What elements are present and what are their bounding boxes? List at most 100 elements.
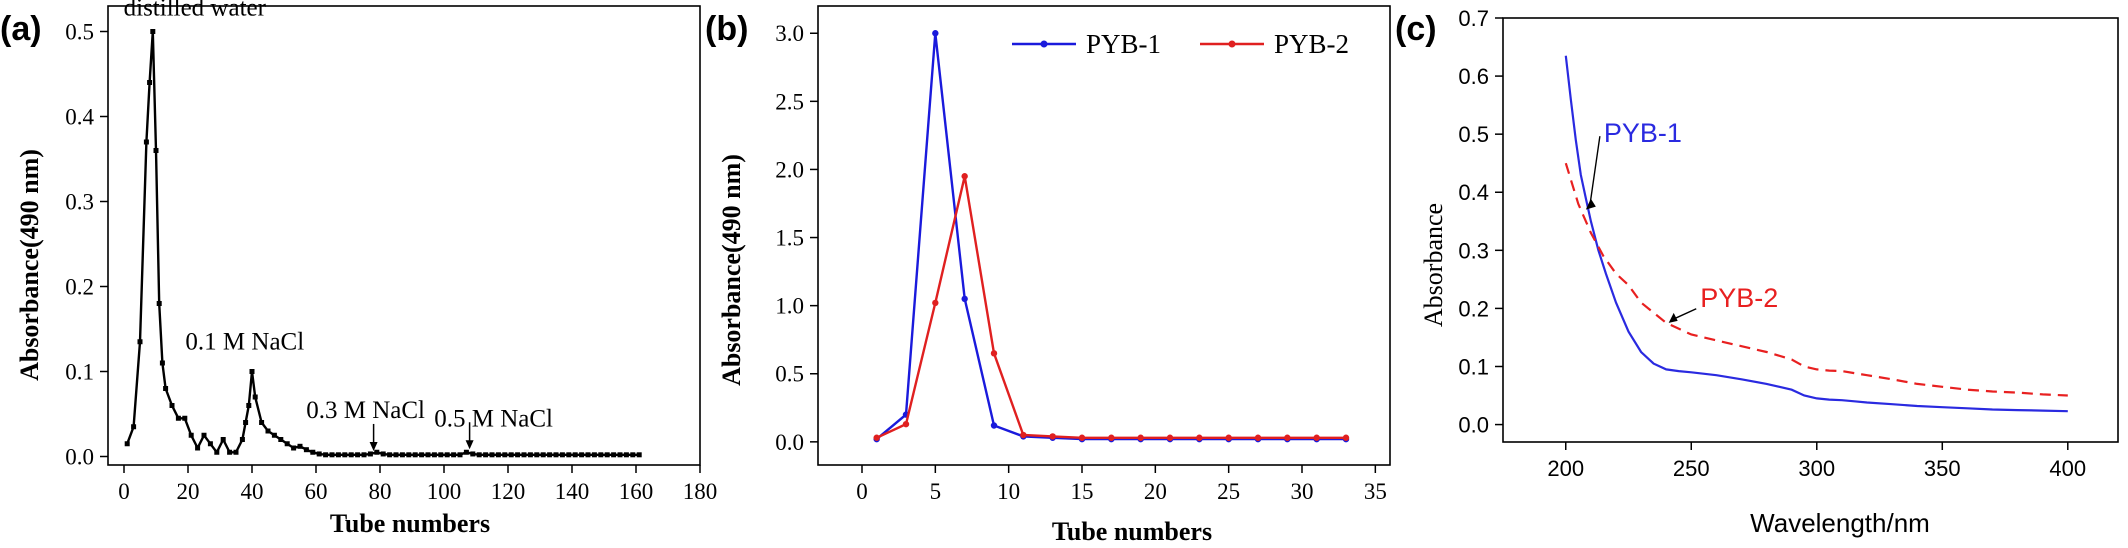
data-point [1342, 434, 1350, 441]
y-tick-label: 0.3 [65, 190, 94, 215]
data-point [527, 452, 533, 458]
x-tick-label: 350 [1924, 456, 1961, 481]
data-point [239, 437, 245, 442]
x-tick-label: 0 [856, 479, 868, 504]
data-point [220, 437, 226, 442]
data-point [214, 449, 220, 455]
plot-frame [1502, 17, 2119, 443]
data-point [636, 452, 642, 458]
y-tick-label: 0.0 [1458, 413, 1489, 438]
data-point [259, 420, 265, 425]
data-point [355, 452, 361, 458]
data-point [611, 452, 617, 458]
x-tick-label: 30 [1291, 479, 1314, 504]
data-point [137, 339, 143, 345]
data-point [329, 452, 335, 458]
panel-a-ylabel: Absorbance(490 nm) [15, 149, 44, 381]
annotation-label: PYB-1 [1604, 118, 1682, 148]
x-tick-label: 5 [930, 479, 942, 504]
series-line-2 [1564, 162, 2068, 397]
data-point [153, 148, 159, 153]
y-tick-label: 0.3 [1458, 238, 1489, 263]
data-point [169, 403, 175, 408]
data-point [451, 452, 457, 458]
plot-frame [107, 5, 701, 466]
data-point [1137, 434, 1144, 441]
series-line [126, 31, 640, 456]
data-point [374, 449, 380, 455]
data-point [489, 452, 495, 458]
data-point [412, 452, 418, 458]
x-tick-label: 300 [1798, 456, 1835, 481]
data-point [990, 350, 998, 357]
data-point [175, 415, 181, 421]
panel-c-label: (c) [1395, 10, 1437, 48]
data-point [1196, 434, 1203, 441]
x-tick-label: 250 [1673, 456, 1710, 481]
data-point [159, 360, 165, 366]
panel-c-ylabel: Absorbance [1419, 203, 1448, 327]
annotation-arrowhead [369, 441, 378, 451]
data-point [399, 452, 405, 458]
data-point [207, 441, 213, 447]
annotation-label: PYB-2 [1700, 283, 1778, 313]
data-point [502, 452, 508, 458]
data-point [1284, 434, 1291, 441]
data-point [591, 452, 597, 458]
data-point [534, 452, 540, 458]
panel-a-label: (a) [0, 10, 42, 48]
data-point [367, 451, 373, 457]
data-point [271, 432, 277, 438]
data-point [393, 452, 399, 458]
data-point [1078, 434, 1086, 441]
data-point [419, 452, 425, 458]
data-point [323, 452, 329, 458]
annotation-label: 0.1 M NaCl [185, 329, 304, 356]
data-point [483, 452, 489, 458]
data-point [1166, 434, 1174, 441]
data-point [150, 29, 156, 34]
data-point [579, 452, 585, 458]
annotation-arrowhead [1585, 198, 1596, 210]
data-point [540, 452, 546, 458]
data-point [291, 445, 297, 451]
x-tick-label: 160 [619, 479, 654, 504]
data-point [990, 422, 998, 429]
y-tick-label: 0.2 [1458, 296, 1489, 321]
data-point [406, 452, 412, 458]
data-point [566, 452, 572, 458]
data-point [604, 452, 610, 458]
panel-c-xlabel: Wavelength/nm [1750, 508, 1930, 538]
data-point [131, 424, 137, 430]
x-tick-label: 200 [1547, 456, 1584, 481]
x-tick-label: 120 [491, 479, 526, 504]
annotation-arrowhead [1668, 312, 1678, 323]
data-point [246, 403, 252, 408]
data-point [195, 445, 201, 451]
x-tick-label: 80 [369, 479, 392, 504]
y-tick-label: 1.0 [775, 294, 804, 319]
data-point [470, 451, 476, 457]
data-point [227, 449, 233, 455]
y-tick-label: 0.5 [1458, 122, 1489, 147]
data-point [182, 415, 188, 421]
series-line-1 [875, 33, 1346, 441]
x-tick-label: 15 [1071, 479, 1094, 504]
data-point [961, 173, 968, 180]
data-point [623, 452, 629, 458]
data-point [902, 420, 910, 428]
panel-c-chart: (c) 200 250 300 350 400 0.0 0.1 0.2 0.3 0.4 0.5 0.6… [1395, 6, 2119, 538]
legend-label: PYB-1 [1086, 29, 1161, 59]
data-point [252, 394, 258, 400]
data-point [156, 301, 162, 306]
x-tick-label: 40 [241, 479, 264, 504]
x-tick-label: 400 [2049, 456, 2086, 481]
data-point [572, 452, 578, 458]
y-tick-label: 0.1 [1458, 354, 1489, 379]
x-tick-label: 20 [1144, 479, 1167, 504]
data-point [961, 295, 968, 303]
data-point [361, 452, 367, 458]
data-point [559, 452, 565, 458]
data-point [297, 443, 303, 449]
data-point [201, 432, 207, 438]
